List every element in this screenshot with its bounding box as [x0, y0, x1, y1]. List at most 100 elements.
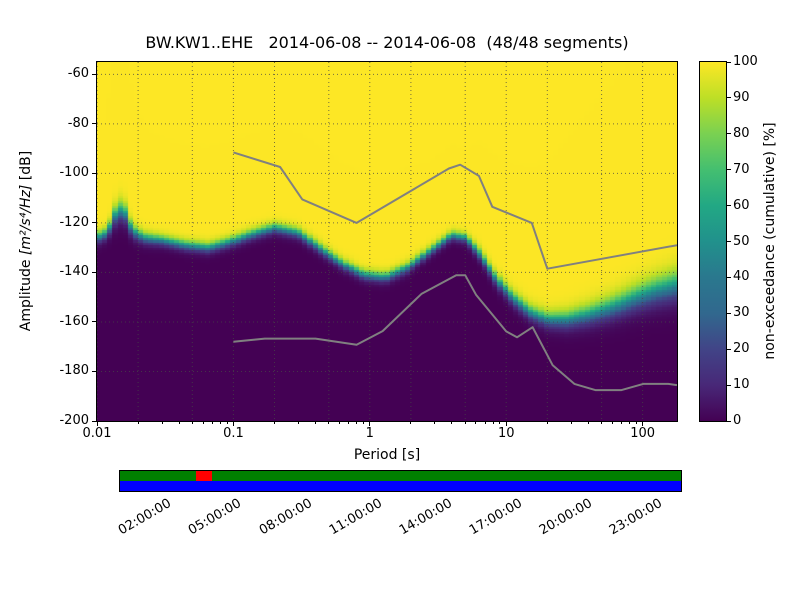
- x-minor-tick-mark: [464, 422, 466, 424]
- x-axis-label: Period [s]: [353, 447, 421, 463]
- colorbar-tick-mark: [727, 312, 731, 314]
- colorbar-tick-mark: [727, 205, 731, 207]
- x-minor-tick-mark: [587, 422, 589, 424]
- x-minor-tick-mark: [484, 422, 486, 424]
- colorbar: [699, 61, 727, 422]
- noise-model-nlnm-line: [233, 274, 677, 392]
- x-minor-tick-mark: [161, 422, 163, 424]
- ppsd-heatmap-canvas: [97, 62, 677, 421]
- colorbar-tick-mark: [727, 241, 731, 242]
- x-minor-tick-mark: [273, 422, 275, 424]
- colorbar-tick-mark: [727, 276, 731, 278]
- colorbar-tick-label: 70: [733, 161, 750, 177]
- colorbar-tick-label: 0: [733, 413, 742, 428]
- x-minor-tick-mark: [434, 422, 436, 424]
- colorbar-tick-mark: [727, 420, 731, 422]
- y-tick-mark: [92, 271, 96, 273]
- time-tick-label: 05:00:00: [186, 496, 245, 539]
- x-minor-tick-mark: [492, 422, 494, 424]
- x-minor-tick-mark: [219, 422, 221, 424]
- time-tick-label: 14:00:00: [396, 496, 455, 539]
- x-minor-tick-mark: [348, 422, 350, 424]
- x-tick-mark: [505, 422, 507, 426]
- x-minor-tick-mark: [635, 422, 637, 424]
- plot-overlay-svg: [97, 62, 677, 421]
- colorbar-gradient: [700, 62, 726, 421]
- x-minor-tick-mark: [211, 422, 213, 424]
- x-minor-tick-mark: [339, 422, 341, 424]
- colorbar-tick-label: 40: [733, 269, 750, 285]
- x-minor-tick-mark: [475, 422, 477, 424]
- x-minor-tick-mark: [297, 422, 299, 424]
- x-minor-tick-mark: [328, 422, 330, 424]
- timeline-extent-strip: [120, 481, 681, 491]
- plot-title: BW.KW1..EHE 2014-06-08 -- 2014-06-08 (48…: [145, 33, 629, 52]
- colorbar-tick-mark: [727, 133, 731, 135]
- x-tick-mark: [232, 422, 234, 426]
- colorbar-tick-label: 100: [733, 54, 758, 69]
- x-tick-label: 10: [497, 426, 515, 441]
- y-tick-mark: [92, 321, 96, 323]
- time-tick-label: 23:00:00: [607, 496, 666, 539]
- y-tick-mark: [92, 370, 96, 372]
- x-minor-tick-mark: [628, 422, 630, 424]
- y-tick-label: -200: [59, 413, 89, 428]
- x-tick-label: 0.01: [82, 426, 112, 441]
- time-tick-label: 11:00:00: [326, 496, 385, 539]
- x-minor-tick-mark: [499, 422, 501, 424]
- colorbar-tick-label: 80: [733, 125, 750, 141]
- x-minor-tick-mark: [611, 422, 613, 424]
- time-tick-label: 17:00:00: [466, 496, 525, 539]
- colorbar-tick-label: 30: [733, 305, 750, 321]
- x-minor-tick-mark: [226, 422, 228, 424]
- colorbar-tick-label: 10: [733, 377, 750, 393]
- time-tick-label: 20:00:00: [536, 496, 595, 539]
- y-tick-mark: [92, 172, 96, 174]
- x-minor-tick-mark: [363, 422, 365, 424]
- x-minor-tick-mark: [410, 422, 412, 424]
- colorbar-tick-mark: [727, 348, 731, 350]
- x-minor-tick-mark: [191, 422, 193, 424]
- y-tick-mark: [92, 123, 96, 125]
- x-minor-tick-mark: [178, 422, 180, 424]
- colorbar-tick-mark: [727, 384, 731, 386]
- y-tick-label: -100: [59, 165, 89, 181]
- colorbar-tick-label: 90: [733, 89, 750, 105]
- colorbar-tick-mark: [727, 61, 731, 63]
- noise-model-nhnm-line: [233, 151, 677, 270]
- y-tick-label: -160: [59, 313, 89, 329]
- colorbar-tick-label: 20: [733, 341, 750, 357]
- colorbar-tick-mark: [727, 169, 731, 171]
- y-tick-label: -80: [67, 115, 89, 131]
- colorbar-tick-label: 60: [733, 197, 750, 213]
- y-axis-label: Amplitude [m²/s⁴/Hz] [dB]: [18, 151, 34, 331]
- y-tick-label: -140: [59, 264, 89, 280]
- x-minor-tick-mark: [601, 422, 603, 424]
- x-minor-tick-mark: [315, 422, 317, 424]
- x-minor-tick-mark: [621, 422, 622, 424]
- time-tick-label: 08:00:00: [256, 496, 315, 539]
- x-minor-tick-mark: [137, 422, 139, 424]
- x-minor-tick-mark: [451, 422, 453, 424]
- y-axis-label-prefix: Amplitude: [18, 255, 34, 332]
- x-tick-mark: [96, 422, 98, 426]
- y-tick-mark: [92, 222, 96, 224]
- y-tick-mark: [92, 420, 96, 422]
- x-minor-tick-mark: [546, 422, 548, 424]
- y-axis-label-suffix: [dB]: [18, 150, 34, 185]
- x-tick-label: 0.1: [223, 426, 244, 441]
- x-minor-tick-mark: [356, 422, 358, 424]
- colorbar-tick-label: 50: [733, 233, 750, 249]
- colorbar-tick-mark: [727, 97, 731, 99]
- y-tick-label: -180: [59, 363, 89, 379]
- colorbar-label: non-exceedance (cumulative) [%]: [762, 122, 778, 360]
- x-tick-mark: [369, 422, 371, 426]
- x-minor-tick-mark: [570, 422, 572, 424]
- x-tick-mark: [642, 422, 644, 426]
- ppsd-plot-area: [96, 61, 678, 422]
- x-tick-label: 1: [365, 426, 374, 441]
- y-tick-mark: [92, 73, 96, 75]
- timeline-bar: [119, 470, 682, 492]
- y-tick-label: -60: [67, 66, 89, 82]
